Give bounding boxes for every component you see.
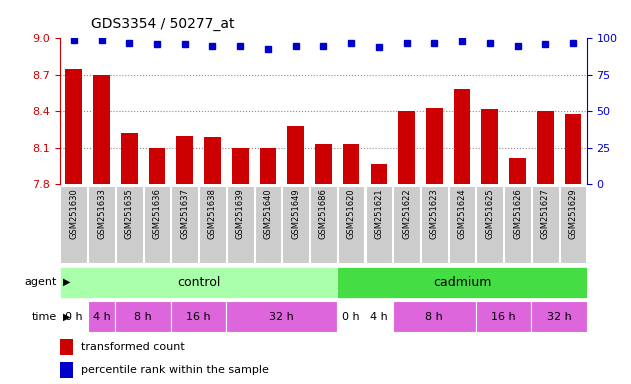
- Bar: [565, 114, 581, 184]
- Bar: [315, 144, 332, 184]
- Text: GSM251623: GSM251623: [430, 189, 439, 239]
- Bar: [60, 339, 73, 355]
- Text: GSM251622: GSM251622: [402, 189, 411, 239]
- Bar: [232, 148, 249, 184]
- Bar: [343, 144, 360, 184]
- Bar: [204, 137, 221, 184]
- FancyBboxPatch shape: [227, 301, 337, 332]
- FancyBboxPatch shape: [392, 301, 476, 332]
- Text: 0 h: 0 h: [65, 312, 83, 322]
- Text: transformed count: transformed count: [81, 342, 185, 352]
- Text: GSM251637: GSM251637: [180, 189, 189, 239]
- Text: 8 h: 8 h: [134, 312, 152, 322]
- FancyBboxPatch shape: [476, 301, 531, 332]
- FancyBboxPatch shape: [172, 186, 198, 263]
- Bar: [149, 148, 165, 184]
- Bar: [398, 111, 415, 184]
- FancyBboxPatch shape: [171, 301, 227, 332]
- Text: GSM251686: GSM251686: [319, 189, 328, 239]
- Text: 32 h: 32 h: [546, 312, 572, 322]
- Text: GSM251624: GSM251624: [457, 189, 466, 239]
- Text: GSM251626: GSM251626: [513, 189, 522, 239]
- Text: GSM251633: GSM251633: [97, 189, 106, 239]
- FancyBboxPatch shape: [365, 301, 392, 332]
- Text: GSM251621: GSM251621: [374, 189, 384, 239]
- FancyBboxPatch shape: [282, 186, 309, 263]
- FancyBboxPatch shape: [60, 301, 88, 332]
- Text: GDS3354 / 50277_at: GDS3354 / 50277_at: [91, 17, 235, 31]
- Text: percentile rank within the sample: percentile rank within the sample: [81, 365, 269, 375]
- FancyBboxPatch shape: [88, 186, 115, 263]
- Text: ▶: ▶: [63, 312, 71, 322]
- FancyBboxPatch shape: [365, 186, 392, 263]
- FancyBboxPatch shape: [504, 186, 531, 263]
- Bar: [287, 126, 304, 184]
- Text: GSM251627: GSM251627: [541, 189, 550, 239]
- Text: GSM251639: GSM251639: [236, 189, 245, 239]
- Bar: [454, 89, 470, 184]
- FancyBboxPatch shape: [61, 186, 87, 263]
- FancyBboxPatch shape: [421, 186, 447, 263]
- Text: 0 h: 0 h: [342, 312, 360, 322]
- FancyBboxPatch shape: [560, 186, 586, 263]
- Text: 4 h: 4 h: [93, 312, 110, 322]
- Text: control: control: [177, 276, 220, 289]
- FancyBboxPatch shape: [199, 186, 226, 263]
- Bar: [426, 108, 442, 184]
- Bar: [509, 157, 526, 184]
- FancyBboxPatch shape: [337, 266, 587, 298]
- FancyBboxPatch shape: [116, 186, 143, 263]
- FancyBboxPatch shape: [393, 186, 420, 263]
- Text: GSM251630: GSM251630: [69, 189, 78, 239]
- Bar: [66, 69, 82, 184]
- FancyBboxPatch shape: [310, 186, 337, 263]
- Text: GSM251649: GSM251649: [291, 189, 300, 239]
- Text: 4 h: 4 h: [370, 312, 387, 322]
- FancyBboxPatch shape: [337, 301, 365, 332]
- FancyBboxPatch shape: [255, 186, 281, 263]
- FancyBboxPatch shape: [476, 186, 503, 263]
- FancyBboxPatch shape: [532, 186, 558, 263]
- Text: GSM251638: GSM251638: [208, 189, 217, 239]
- Text: time: time: [32, 312, 57, 322]
- Bar: [370, 164, 387, 184]
- Bar: [481, 109, 498, 184]
- FancyBboxPatch shape: [531, 301, 587, 332]
- Bar: [177, 136, 193, 184]
- FancyBboxPatch shape: [88, 301, 115, 332]
- FancyBboxPatch shape: [60, 266, 337, 298]
- FancyBboxPatch shape: [227, 186, 254, 263]
- Text: cadmium: cadmium: [433, 276, 491, 289]
- FancyBboxPatch shape: [144, 186, 170, 263]
- FancyBboxPatch shape: [338, 186, 365, 263]
- Text: GSM251625: GSM251625: [485, 189, 494, 239]
- Bar: [93, 75, 110, 184]
- Text: ▶: ▶: [63, 277, 71, 287]
- Text: 32 h: 32 h: [269, 312, 294, 322]
- Text: GSM251620: GSM251620: [346, 189, 356, 239]
- Text: 16 h: 16 h: [492, 312, 516, 322]
- Bar: [537, 111, 553, 184]
- Text: GSM251635: GSM251635: [125, 189, 134, 239]
- Bar: [121, 133, 138, 184]
- FancyBboxPatch shape: [449, 186, 475, 263]
- Text: 16 h: 16 h: [186, 312, 211, 322]
- Text: GSM251640: GSM251640: [263, 189, 273, 239]
- FancyBboxPatch shape: [115, 301, 171, 332]
- Text: GSM251629: GSM251629: [569, 189, 577, 239]
- Text: agent: agent: [25, 277, 57, 287]
- Text: 8 h: 8 h: [425, 312, 443, 322]
- Bar: [60, 362, 73, 378]
- Bar: [259, 148, 276, 184]
- Text: GSM251636: GSM251636: [153, 189, 162, 239]
